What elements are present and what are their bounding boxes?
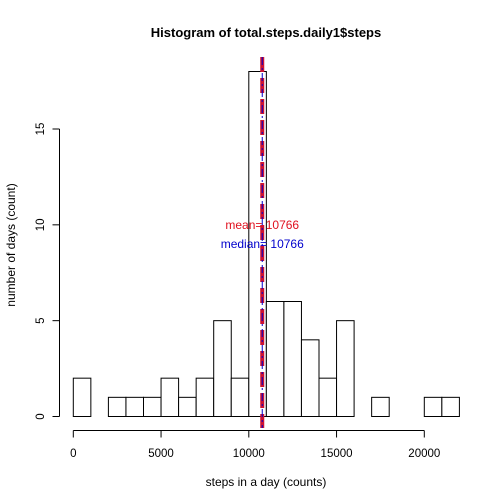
histogram-bar <box>371 396 390 418</box>
histogram-bar <box>300 339 320 418</box>
annotation-label: median= 10766 <box>221 237 304 251</box>
histogram-bar <box>213 320 232 417</box>
y-tick-label: 5 <box>35 317 47 323</box>
x-tick-label: 20000 <box>408 448 440 460</box>
y-tick-label: 15 <box>35 123 47 136</box>
histogram-bar <box>143 396 162 418</box>
x-tick-label: 15000 <box>321 448 353 460</box>
histogram-bar <box>230 377 250 417</box>
histogram-bar <box>441 396 460 418</box>
histogram-bar <box>160 377 180 417</box>
histogram-bar <box>423 396 443 418</box>
histogram-bar <box>336 320 355 417</box>
histogram-bar <box>283 301 302 417</box>
y-axis-label: number of days (count) <box>4 183 18 306</box>
x-tick-label: 0 <box>70 448 76 460</box>
y-axis: 0 5 10 15 <box>35 123 60 420</box>
x-axis-label: steps in a day (counts) <box>206 475 327 489</box>
histogram-bar <box>125 396 144 418</box>
histogram-bar <box>265 301 285 417</box>
chart-title: Histogram of total.steps.daily1$steps <box>151 25 381 40</box>
histogram-bar <box>178 396 197 418</box>
y-tick-label: 10 <box>35 218 47 231</box>
x-tick-label: 10000 <box>233 448 265 460</box>
x-axis: 0 5000 10000 15000 20000 <box>70 430 440 460</box>
histogram-bar <box>72 377 92 417</box>
histogram-bar <box>318 377 338 417</box>
annotation-label: mean= 10766 <box>225 218 299 232</box>
annotations-group: mean= 10766 median= 10766 <box>221 218 304 251</box>
x-tick-label: 5000 <box>148 448 174 460</box>
bars-group <box>72 71 460 418</box>
histogram-bar <box>107 396 127 418</box>
histogram-bar <box>195 377 215 417</box>
y-tick-label: 0 <box>35 413 47 419</box>
